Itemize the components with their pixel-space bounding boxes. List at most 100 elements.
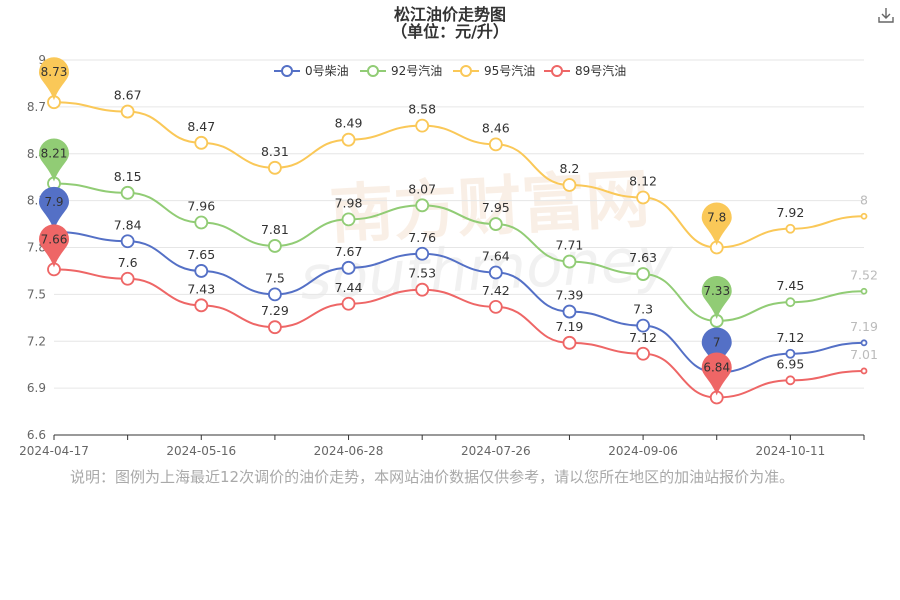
data-point[interactable] [194, 264, 209, 278]
data-label: 8.47 [187, 119, 215, 134]
pin-value: 7.9 [44, 195, 63, 209]
data-label: 7.81 [261, 222, 289, 237]
data-point[interactable] [562, 254, 577, 269]
data-point[interactable] [415, 282, 430, 297]
data-label: 6.95 [776, 356, 804, 371]
data-label: 7.52 [850, 267, 878, 282]
data-label: 8.31 [261, 144, 289, 159]
legend-item[interactable]: 95号汽油 [453, 63, 535, 78]
data-point[interactable] [120, 271, 135, 286]
max-min-markers: 7.9 7 8.21 7.33 8.73 7.8 7.66 6.84 [39, 57, 732, 396]
pin-value: 8.73 [41, 65, 68, 79]
data-point[interactable] [415, 246, 430, 261]
data-point[interactable] [341, 132, 356, 147]
x-tick-label: 2024-06-28 [314, 444, 384, 458]
data-point[interactable] [268, 239, 282, 253]
pin-shape [701, 275, 732, 319]
pin-shape [701, 327, 732, 371]
data-label: 7.12 [776, 330, 804, 345]
data-label: 8.58 [408, 102, 436, 117]
x-tick-label: 2024-10-11 [755, 444, 825, 458]
legend-label: 0号柴油 [305, 64, 349, 78]
data-point[interactable] [860, 339, 868, 347]
data-point[interactable] [194, 135, 209, 150]
pin-value: 6.84 [703, 361, 730, 375]
data-point[interactable] [341, 296, 356, 311]
data-label: 7.65 [187, 247, 215, 262]
data-label: 7.63 [629, 250, 657, 265]
pin-shape [39, 138, 69, 182]
data-point[interactable] [120, 234, 135, 249]
data-point[interactable] [120, 185, 135, 200]
pin-marker: 7.9 [39, 186, 69, 230]
data-point[interactable] [785, 375, 796, 386]
y-tick-label: 7.5 [27, 287, 46, 301]
data-label: 7.19 [850, 319, 878, 334]
data-point[interactable] [636, 190, 650, 205]
legend-symbol [281, 65, 293, 77]
data-label: 7.95 [482, 200, 510, 215]
data-point[interactable] [562, 304, 577, 319]
data-point[interactable] [860, 367, 868, 375]
legend-symbol [551, 65, 563, 77]
legend-label: 92号汽油 [391, 63, 442, 78]
data-label: 7.5 [265, 270, 285, 285]
data-label: 7.19 [556, 319, 584, 334]
y-tick-label: 9 [38, 53, 46, 67]
data-point[interactable] [268, 160, 282, 175]
chart-subtitle: （单位：元/升） [391, 22, 509, 41]
data-point[interactable] [341, 212, 356, 227]
x-tick-label: 2024-04-17 [19, 444, 89, 458]
pin-marker: 8.73 [39, 57, 69, 101]
data-point[interactable] [194, 215, 209, 230]
legend[interactable]: 0号柴油 92号汽油 95号汽油 89号汽油 [274, 63, 626, 78]
data-point[interactable] [488, 299, 503, 314]
data-point[interactable] [860, 287, 868, 295]
data-point[interactable] [636, 318, 650, 333]
data-label: 7.01 [850, 347, 878, 362]
pin-shape [39, 224, 69, 268]
data-point[interactable] [636, 346, 650, 361]
data-point[interactable] [562, 178, 577, 192]
pin-marker: 6.84 [701, 352, 732, 396]
data-label: 7.76 [408, 230, 436, 245]
data-point[interactable] [268, 320, 282, 335]
data-point[interactable] [785, 348, 796, 359]
data-labels: 7.847.657.57.677.767.647.397.37.127.198.… [114, 88, 878, 372]
legend-label: 95号汽油 [484, 63, 535, 78]
data-label: 7.43 [187, 281, 215, 296]
data-label: 7.42 [482, 283, 510, 298]
pin-value: 8.21 [41, 146, 68, 160]
data-point[interactable] [860, 212, 868, 220]
data-label: 8.49 [335, 116, 363, 131]
data-point[interactable] [785, 297, 796, 308]
data-point[interactable] [636, 267, 650, 281]
data-point[interactable] [488, 137, 503, 152]
legend-item[interactable]: 0号柴油 [274, 64, 349, 78]
data-point[interactable] [194, 298, 209, 313]
pin-value: 7.66 [41, 232, 68, 246]
data-label: 8.07 [408, 181, 436, 196]
data-point[interactable] [785, 223, 796, 234]
data-point[interactable] [488, 217, 503, 231]
pin-value: 7.33 [703, 284, 730, 298]
data-point[interactable] [415, 118, 430, 133]
data-point[interactable] [488, 265, 503, 280]
data-point[interactable] [415, 198, 430, 213]
x-tick-label: 2024-09-06 [608, 444, 678, 458]
data-label: 7.84 [114, 217, 142, 232]
chart-title: 松江油价走势图 [394, 5, 506, 24]
legend-item[interactable]: 92号汽油 [360, 63, 442, 78]
data-point[interactable] [120, 104, 135, 119]
data-point[interactable] [341, 260, 356, 275]
data-label: 7.44 [335, 280, 363, 295]
watermark-text: 南方财富网 [328, 163, 651, 254]
pin-marker: 8.21 [39, 138, 69, 182]
data-point[interactable] [268, 287, 282, 302]
y-tick-label: 6.6 [27, 428, 46, 442]
data-point[interactable] [562, 335, 577, 350]
pin-shape [39, 186, 69, 230]
legend-item[interactable]: 89号汽油 [544, 63, 626, 78]
download-icon[interactable] [877, 6, 895, 24]
